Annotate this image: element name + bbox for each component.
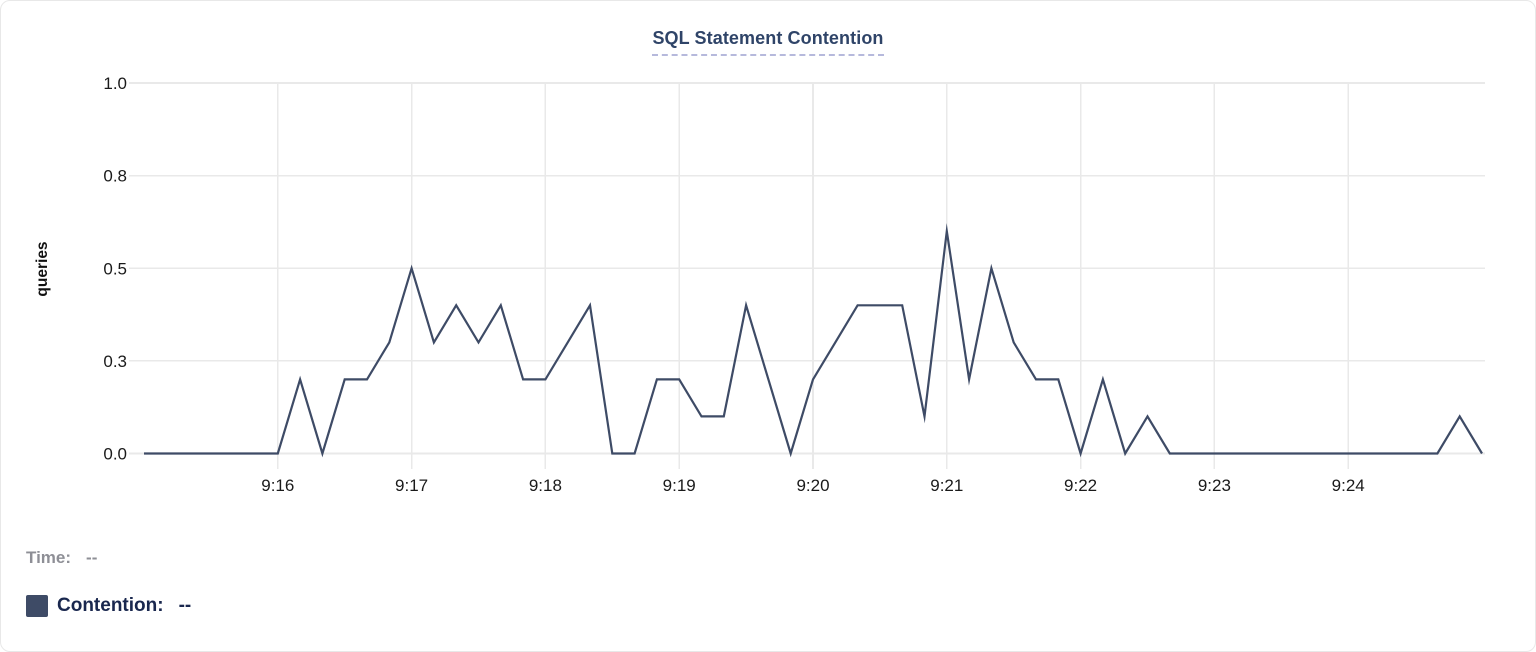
plot-area[interactable]	[129, 83, 1485, 470]
contention-series-swatch-icon	[26, 594, 48, 617]
x-tick-label: 9:23	[1198, 476, 1231, 495]
y-tick-label: 1.0	[103, 74, 127, 93]
contention-chart[interactable]: 0.0 0.3 0.5 0.8 1.0 9:16 9:17 9:18 9:19 9:20 9:21 9…	[1, 1, 1536, 516]
legend-contention-value: --	[178, 594, 192, 616]
y-tick-label: 0.3	[103, 352, 127, 371]
x-tick-label: 9:24	[1332, 476, 1365, 495]
x-tick-label: 9:19	[663, 476, 696, 495]
chart-title[interactable]: SQL Statement Contention	[652, 28, 884, 56]
x-tick-label: 9:20	[796, 476, 829, 495]
legend-time-value: --	[86, 548, 98, 567]
contention-line	[144, 223, 1483, 458]
y-tick-label: 0.5	[103, 259, 127, 278]
chart-header: SQL Statement Contention	[1, 28, 1535, 56]
legend-contention-row[interactable]: Contention: --	[26, 594, 191, 617]
x-tick-label: 9:21	[930, 476, 963, 495]
x-tick-label: 9:18	[529, 476, 562, 495]
legend-time-label: Time:	[26, 548, 72, 567]
y-tick-label: 0.8	[103, 167, 127, 186]
legend-contention-label: Contention:	[57, 594, 164, 616]
x-tick-label: 9:16	[261, 476, 294, 495]
legend-time-row: Time: --	[26, 547, 191, 569]
legend: Time: -- Contention: --	[26, 547, 191, 617]
y-axis-title: queries	[34, 241, 51, 296]
y-tick-label: 0.0	[103, 445, 127, 464]
x-tick-label: 9:22	[1064, 476, 1097, 495]
x-tick-label: 9:17	[395, 476, 428, 495]
